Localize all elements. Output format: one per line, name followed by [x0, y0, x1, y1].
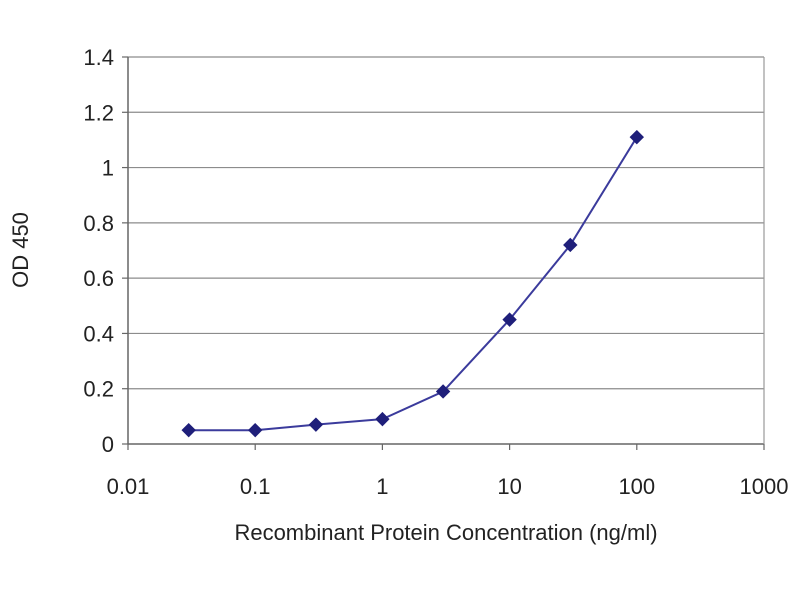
x-tick-label-3: 10: [497, 474, 521, 499]
data-point-0: [181, 422, 196, 438]
y-tick-label-3: 0.6: [83, 266, 114, 291]
y-tick-label-5: 1: [102, 156, 114, 181]
data-point-5: [502, 312, 517, 327]
y-tick-label-2: 0.4: [83, 321, 114, 346]
y-tick-label-6: 1.2: [83, 100, 114, 125]
y-axis-ticks: 0 0.2 0.4 0.6 0.8 1 1.2 1.4: [83, 45, 128, 457]
x-axis-title: Recombinant Protein Concentration (ng/ml…: [234, 520, 657, 545]
y-tick-label-4: 0.8: [83, 211, 114, 236]
data-point-3: [375, 411, 390, 427]
y-axis-title: OD 450: [8, 212, 33, 288]
x-tick-label-1: 0.1: [240, 474, 271, 499]
plot-area: [128, 57, 764, 444]
gridlines: [128, 56, 764, 390]
data-point-1: [247, 422, 263, 438]
x-tick-label-5: 1000: [740, 474, 789, 499]
plot-frame: [127, 57, 765, 445]
y-tick-label-1: 0.2: [83, 377, 114, 402]
data-point-2: [308, 417, 324, 432]
y-tick-label-7: 1.4: [83, 45, 114, 70]
x-tick-label-2: 1: [376, 474, 388, 499]
x-tick-label-4: 100: [618, 474, 655, 499]
series-line-0: [188, 136, 638, 432]
x-tick-label-0: 0.01: [107, 474, 150, 499]
data-point-7: [629, 129, 645, 145]
series-layer: [181, 129, 645, 438]
data-point-6: [563, 237, 578, 253]
x-axis-ticks: 0.01 0.1 1 10 100 1000: [107, 444, 789, 499]
y-tick-label-0: 0: [102, 432, 114, 457]
data-point-4: [435, 384, 451, 399]
